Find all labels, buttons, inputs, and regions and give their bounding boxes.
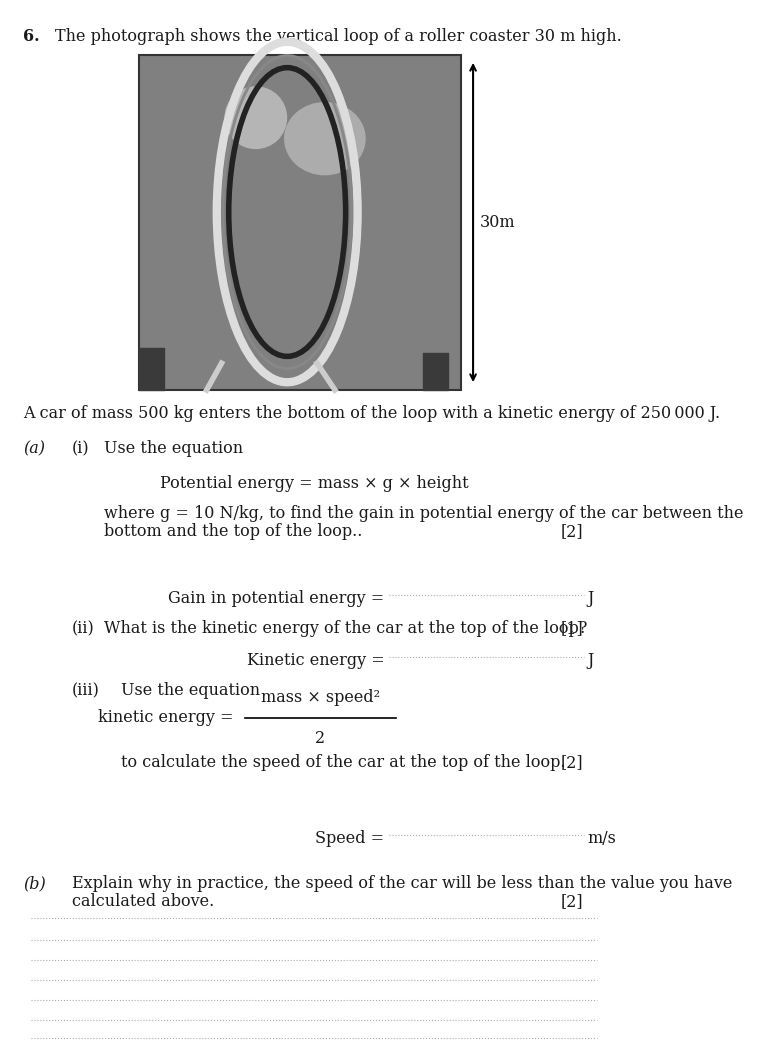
Text: 2: 2 bbox=[315, 729, 326, 746]
Ellipse shape bbox=[284, 102, 366, 175]
Text: Use the equation: Use the equation bbox=[121, 682, 259, 699]
Text: 6.: 6. bbox=[23, 28, 39, 45]
Text: (ii): (ii) bbox=[72, 620, 95, 637]
Text: (a): (a) bbox=[23, 440, 45, 457]
Text: Explain why in practice, the speed of the car will be less than the value you ha: Explain why in practice, the speed of th… bbox=[72, 875, 732, 892]
Text: bottom and the top of the loop..: bottom and the top of the loop.. bbox=[105, 523, 363, 540]
Text: m/s: m/s bbox=[588, 830, 616, 847]
Text: A car of mass 500 kg enters the bottom of the loop with a kinetic energy of 250 : A car of mass 500 kg enters the bottom o… bbox=[23, 405, 720, 422]
Text: [2]: [2] bbox=[561, 523, 583, 540]
Text: mass × speed²: mass × speed² bbox=[261, 690, 380, 706]
Text: (b): (b) bbox=[23, 875, 45, 892]
Text: 30m: 30m bbox=[480, 214, 515, 231]
Text: [2]: [2] bbox=[561, 754, 583, 771]
Text: Use the equation: Use the equation bbox=[105, 440, 243, 457]
Ellipse shape bbox=[224, 86, 287, 149]
Text: where g = 10 N/kg, to find the gain in potential energy of the car between the: where g = 10 N/kg, to find the gain in p… bbox=[105, 505, 744, 522]
Text: (i): (i) bbox=[72, 440, 89, 457]
Text: [2]: [2] bbox=[561, 893, 583, 910]
Text: Gain in potential energy =: Gain in potential energy = bbox=[168, 590, 390, 607]
Text: Speed =: Speed = bbox=[315, 830, 390, 847]
Text: to calculate the speed of the car at the top of the loop.: to calculate the speed of the car at the… bbox=[121, 754, 565, 771]
Bar bbox=[139, 54, 460, 390]
Text: (iii): (iii) bbox=[72, 682, 99, 699]
Text: J: J bbox=[588, 590, 594, 607]
Text: What is the kinetic energy of the car at the top of the loop?: What is the kinetic energy of the car at… bbox=[105, 620, 588, 637]
Text: The photograph shows the vertical loop of a roller coaster 30 m high.: The photograph shows the vertical loop o… bbox=[55, 28, 622, 45]
Text: Potential energy = mass × g × height: Potential energy = mass × g × height bbox=[159, 475, 468, 492]
Text: Kinetic energy =: Kinetic energy = bbox=[246, 652, 390, 669]
Text: calculated above.: calculated above. bbox=[72, 893, 214, 910]
Text: [1]: [1] bbox=[561, 620, 583, 637]
Text: kinetic energy =: kinetic energy = bbox=[98, 709, 239, 726]
Text: J: J bbox=[588, 652, 594, 669]
